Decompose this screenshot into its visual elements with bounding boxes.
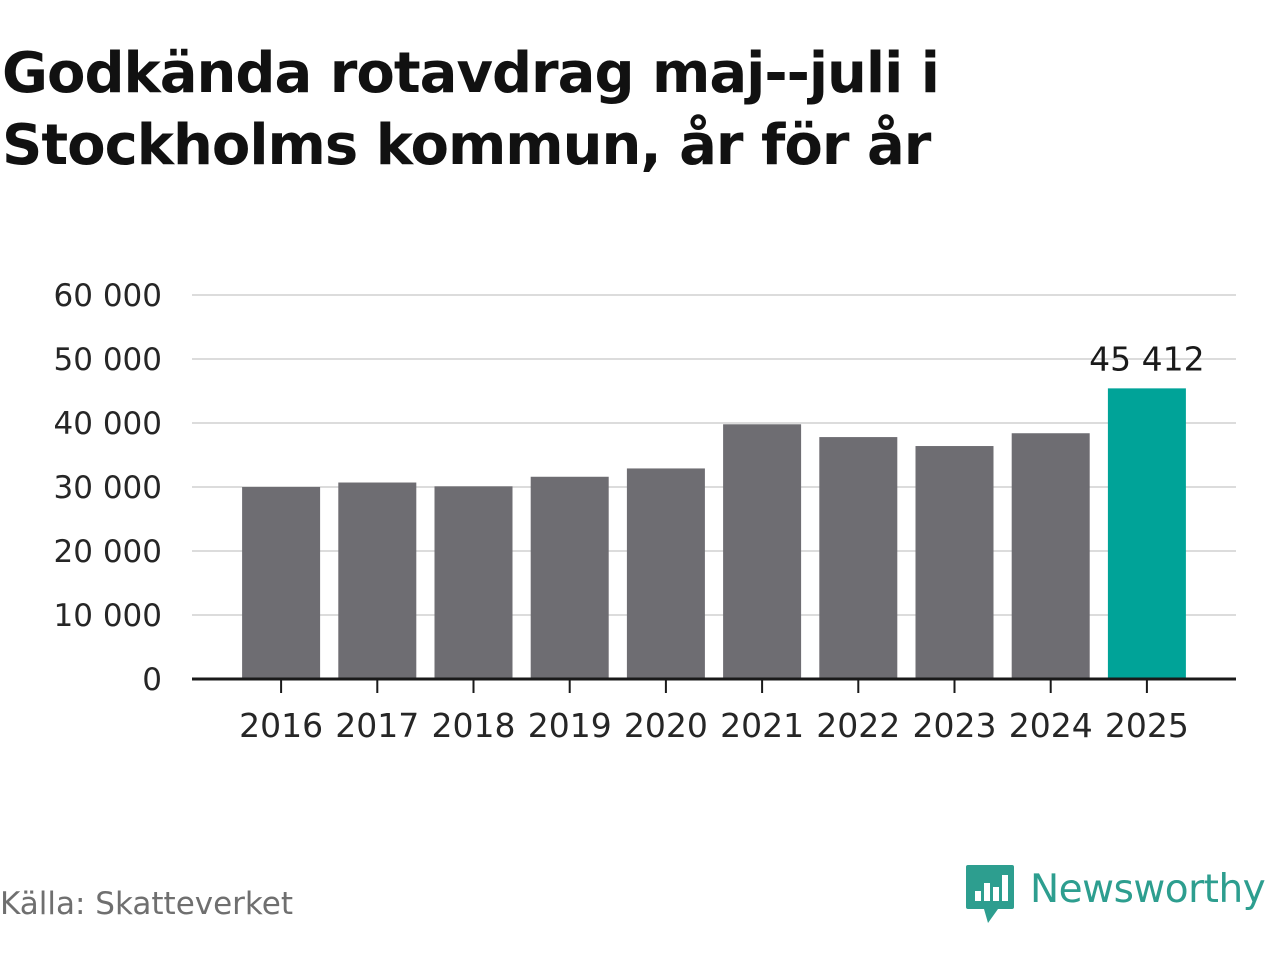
bar-2019 xyxy=(530,476,609,679)
x-axis xyxy=(192,677,1236,693)
bars xyxy=(242,388,1186,679)
x-tick-label: 2022 xyxy=(816,706,900,745)
x-tick-label: 2018 xyxy=(432,706,516,745)
bar-chart: 0 10 000 20 000 30 000 40 000 50 000 60 000 20… xyxy=(54,278,1236,745)
x-tick-label: 2016 xyxy=(239,706,323,745)
x-tick-label: 2019 xyxy=(528,706,612,745)
y-tick-label: 60 000 xyxy=(54,278,162,314)
newsworthy-chart-bubble-icon xyxy=(966,865,1014,923)
bar-2021 xyxy=(723,424,802,679)
y-tick-label: 50 000 xyxy=(54,342,162,378)
source-note: Källa: Skatteverket xyxy=(0,886,294,922)
bar-2023 xyxy=(915,446,994,679)
bar-2022 xyxy=(819,437,898,679)
y-axis-tick-labels: 0 10 000 20 000 30 000 40 000 50 000 60 000 xyxy=(54,278,162,698)
y-tick-label: 10 000 xyxy=(54,598,162,634)
bar-2018 xyxy=(434,486,513,679)
x-tick-label: 2023 xyxy=(913,706,997,745)
chart-title: Godkända rotavdrag maj--juli i Stockholm… xyxy=(2,41,940,178)
y-tick-label: 40 000 xyxy=(54,406,162,442)
bar-2024 xyxy=(1011,433,1090,679)
x-tick-label: 2017 xyxy=(335,706,419,745)
y-tick-label: 0 xyxy=(142,662,162,698)
x-tick-label: 2025 xyxy=(1105,706,1189,745)
x-tick-label: 2020 xyxy=(624,706,708,745)
x-axis-tick-labels: 2016 2017 2018 2019 2020 2021 2022 2023 2024 2025 xyxy=(239,706,1189,745)
x-tick-label: 2021 xyxy=(720,706,804,745)
bar-2020 xyxy=(626,468,705,679)
x-tick-label: 2024 xyxy=(1009,706,1093,745)
y-tick-label: 20 000 xyxy=(54,534,162,570)
brand-logo-group: Newsworthy xyxy=(964,862,1266,928)
y-tick-label: 30 000 xyxy=(54,470,162,506)
brand-name: Newsworthy xyxy=(1030,866,1266,912)
data-label-2025: 45 412 xyxy=(1089,339,1204,378)
data-labels: 45 412 xyxy=(1089,339,1204,378)
bar-2017 xyxy=(338,482,417,679)
bar-2025 xyxy=(1107,388,1186,679)
bar-2016 xyxy=(242,487,321,679)
